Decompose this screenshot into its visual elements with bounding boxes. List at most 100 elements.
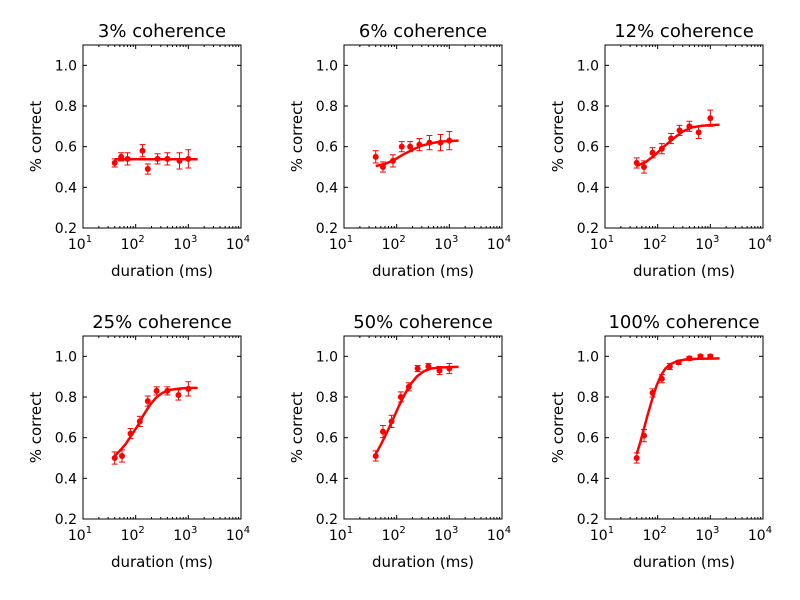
y-tick-label: 0.2: [316, 512, 338, 528]
data-point: [414, 365, 421, 372]
y-tick-label: 1.0: [577, 349, 599, 365]
panel-title: 3% coherence: [98, 21, 226, 42]
y-tick-label: 0.2: [55, 221, 77, 237]
data-point: [185, 155, 192, 162]
y-tick-label: 0.6: [55, 140, 77, 156]
x-tick-label: 103: [173, 234, 197, 253]
data-point: [658, 375, 665, 382]
fit-curve: [636, 123, 720, 168]
data-point: [372, 452, 379, 459]
x-tick-label: 103: [434, 234, 458, 253]
y-tick-label: 0.4: [577, 471, 599, 487]
y-axis-label: % correct: [288, 392, 306, 464]
y-tick-label: 1.0: [55, 58, 77, 74]
y-axis-label: % correct: [549, 101, 567, 173]
y-tick-label: 0.8: [577, 99, 599, 115]
data-point: [666, 363, 673, 370]
panel-title: 6% coherence: [359, 21, 487, 42]
axes-frame: [604, 335, 764, 520]
data-point: [139, 147, 146, 154]
panel-5: 50% coherence duration (ms) % correct 0.2 0.…: [288, 312, 511, 571]
panel-2: 6% coherence duration (ms) % correct 0.2 0.4…: [288, 21, 511, 280]
panel-3: 12% coherence duration (ms) % correct 0.2 0.…: [549, 21, 772, 280]
axes-frame: [604, 44, 764, 229]
y-tick-label: 0.8: [577, 390, 599, 406]
data-point: [676, 127, 683, 134]
data-point: [175, 391, 182, 398]
x-axis-label: duration (ms): [633, 262, 735, 280]
panel-6: 100% coherence duration (ms) % correct 0.2 0…: [549, 312, 772, 571]
data-point: [164, 387, 171, 394]
data-point: [164, 155, 171, 162]
data-point: [649, 389, 656, 396]
y-tick-label: 0.4: [316, 180, 338, 196]
fit-curve: [374, 365, 459, 455]
fit-curve: [113, 386, 198, 457]
x-tick-label: 101: [329, 234, 353, 253]
y-axis-label: % correct: [288, 101, 306, 173]
data-point: [153, 387, 160, 394]
x-tick-label: 102: [382, 525, 406, 544]
x-tick-label: 101: [329, 525, 353, 544]
fit-curve: [375, 139, 459, 168]
y-tick-label: 0.6: [316, 140, 338, 156]
x-axis-label: duration (ms): [111, 553, 213, 571]
data-point: [154, 155, 161, 162]
panel-title: 50% coherence: [353, 312, 493, 333]
data-point: [707, 115, 714, 122]
data-point: [658, 145, 665, 152]
x-axis-label: duration (ms): [372, 262, 474, 280]
y-tick-label: 0.8: [55, 99, 77, 115]
data-point: [446, 365, 453, 372]
x-axis-label: duration (ms): [633, 553, 735, 571]
panel-title: 25% coherence: [92, 312, 232, 333]
x-tick-label: 101: [68, 234, 92, 253]
y-tick-label: 0.4: [316, 471, 338, 487]
x-tick-label: 104: [487, 525, 511, 544]
axes-frame: [343, 335, 503, 520]
data-point: [686, 355, 693, 362]
x-tick-label: 102: [121, 525, 145, 544]
data-point: [640, 164, 647, 170]
y-tick-label: 0.8: [55, 390, 77, 406]
data-point: [407, 143, 414, 150]
data-point: [144, 166, 151, 173]
data-point: [111, 455, 118, 461]
y-tick-label: 0.6: [577, 431, 599, 447]
y-tick-label: 1.0: [577, 58, 599, 74]
data-point: [398, 143, 405, 150]
x-tick-label: 102: [643, 525, 667, 544]
x-tick-label: 103: [695, 234, 719, 253]
y-axis-label: % correct: [549, 392, 567, 464]
y-tick-label: 0.4: [577, 180, 599, 196]
y-tick-label: 0.4: [55, 471, 77, 487]
y-tick-label: 0.6: [577, 140, 599, 156]
y-tick-label: 0.4: [55, 180, 77, 196]
x-tick-label: 103: [173, 525, 197, 544]
x-tick-label: 103: [434, 525, 458, 544]
data-point: [405, 383, 412, 390]
data-point: [124, 155, 131, 162]
y-axis-label: % correct: [27, 392, 45, 464]
data-point: [675, 359, 682, 366]
data-point: [426, 139, 433, 146]
data-point: [118, 452, 125, 459]
x-tick-label: 104: [226, 234, 250, 253]
data-point: [697, 353, 704, 360]
x-axis-label: duration (ms): [372, 553, 474, 571]
fit-curve: [635, 357, 720, 455]
y-tick-label: 1.0: [316, 58, 338, 74]
data-point: [707, 353, 714, 360]
y-tick-label: 0.6: [316, 431, 338, 447]
data-point: [144, 398, 151, 405]
data-point: [649, 149, 656, 156]
x-tick-label: 104: [487, 234, 511, 253]
x-tick-label: 101: [68, 525, 92, 544]
x-tick-label: 102: [121, 234, 145, 253]
x-tick-label: 101: [590, 525, 614, 544]
x-tick-label: 101: [590, 234, 614, 253]
data-point: [185, 385, 192, 392]
x-tick-label: 102: [382, 234, 406, 253]
data-point: [416, 141, 423, 148]
y-tick-label: 0.2: [316, 221, 338, 237]
